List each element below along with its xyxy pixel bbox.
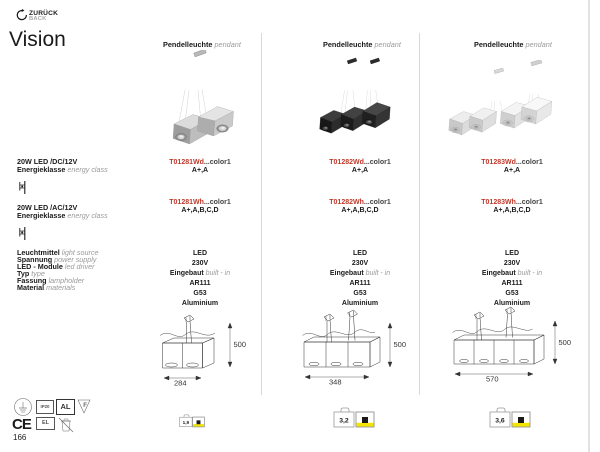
svg-text:1,9: 1,9	[183, 420, 190, 425]
svg-text:3,2: 3,2	[339, 418, 349, 425]
svg-text:500: 500	[234, 341, 247, 350]
svg-text:F: F	[83, 403, 87, 409]
svg-text:500: 500	[394, 340, 407, 349]
svg-text:3,6: 3,6	[495, 418, 505, 425]
svg-text:500: 500	[559, 338, 572, 347]
svg-text:570: 570	[486, 375, 499, 384]
svg-text:284: 284	[174, 379, 187, 388]
svg-text:348: 348	[329, 378, 342, 387]
